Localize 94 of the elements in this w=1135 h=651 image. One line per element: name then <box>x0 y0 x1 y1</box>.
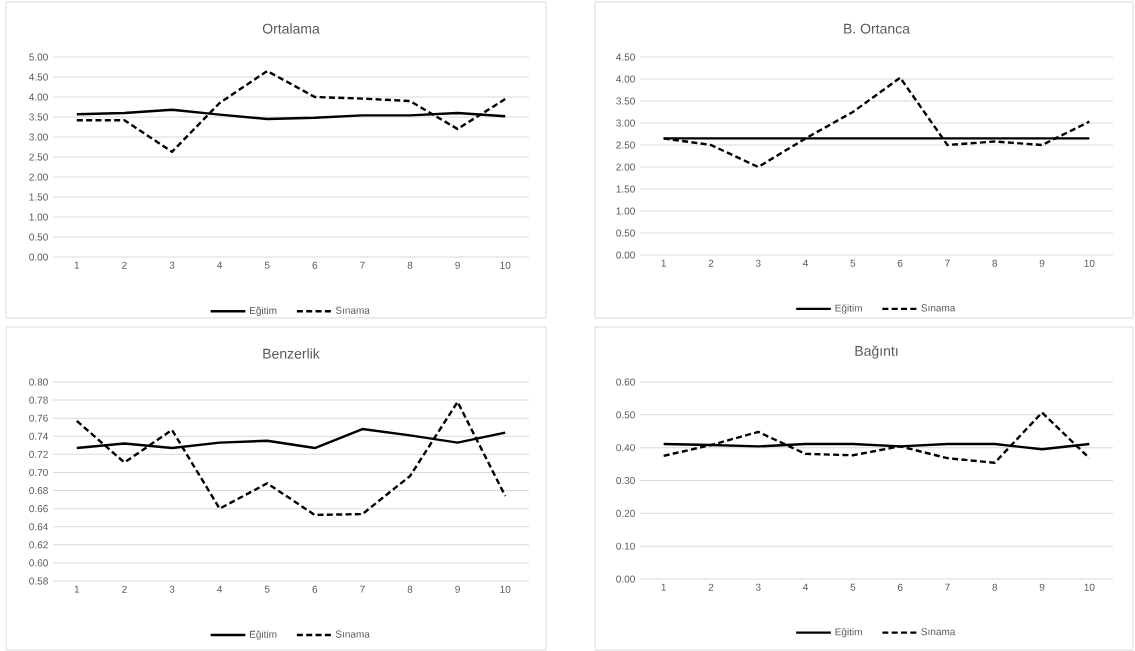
y-tick-label: 0.30 <box>616 476 635 485</box>
x-tick-label: 10 <box>500 585 511 593</box>
x-tick-label: 8 <box>992 259 998 267</box>
y-tick-label: 4.00 <box>616 75 635 83</box>
legend-label: Sınama <box>335 306 370 314</box>
chart-title: Bağıntı <box>855 345 898 359</box>
x-tick-label: 9 <box>1039 259 1045 267</box>
x-tick-label: 3 <box>169 261 175 269</box>
y-tick-label: 1.00 <box>616 207 635 215</box>
y-tick-label: 0.66 <box>29 505 48 513</box>
y-tick-label: 0.58 <box>29 577 48 585</box>
y-tick-label: 0.00 <box>616 575 635 583</box>
x-tick-label: 7 <box>360 585 365 593</box>
y-tick-label: 2.00 <box>29 173 48 181</box>
x-tick-label: 10 <box>1084 259 1095 267</box>
y-tick-label: 0.80 <box>29 378 48 386</box>
x-tick-label: 10 <box>500 261 511 269</box>
x-tick-label: 1 <box>661 259 666 267</box>
y-tick-label: 0.20 <box>616 509 635 517</box>
x-tick-label: 2 <box>122 585 127 593</box>
y-tick-label: 4.50 <box>616 53 635 61</box>
line-series <box>75 69 507 154</box>
x-tick-label: 6 <box>312 585 318 593</box>
y-tick-label: 1.00 <box>29 213 48 221</box>
x-tick-label: 3 <box>169 585 175 593</box>
y-tick-label: 0.60 <box>616 378 635 386</box>
y-tick-label: 3.00 <box>616 119 635 127</box>
y-tick-label: 3.50 <box>29 113 48 121</box>
legend-label: Eğitim <box>250 306 277 317</box>
x-tick-label: 2 <box>708 259 714 267</box>
x-tick-label: 5 <box>264 261 270 269</box>
y-tick-label: 0.68 <box>29 487 48 495</box>
legend-label: Sınama <box>921 628 956 636</box>
x-tick-label: 5 <box>850 259 856 267</box>
y-tick-label: 0.50 <box>616 229 635 237</box>
y-tick-label: 2.50 <box>29 153 48 161</box>
y-tick-label: 0.72 <box>29 450 48 458</box>
y-tick-label: 0.64 <box>29 523 48 531</box>
legend-label: Sınama <box>921 304 956 312</box>
y-tick-label: 0.74 <box>29 432 48 440</box>
y-tick-label: 2.50 <box>616 141 635 149</box>
y-tick-label: 1.50 <box>29 193 48 201</box>
y-tick-label: 0.00 <box>29 253 48 261</box>
chart-title: Ortalama <box>262 23 320 34</box>
y-tick-label: 3.00 <box>29 133 48 141</box>
x-tick-label: 2 <box>122 261 127 269</box>
x-tick-label: 4 <box>217 585 223 593</box>
y-tick-label: 3.50 <box>616 97 635 105</box>
x-tick-label: 1 <box>74 585 80 593</box>
legend-label: Eğitim <box>250 630 277 640</box>
y-tick-label: 1.50 <box>616 185 635 193</box>
x-tick-label: 9 <box>455 585 460 593</box>
x-tick-label: 8 <box>407 261 413 269</box>
y-tick-label: 2.00 <box>616 163 635 171</box>
y-tick-label: 0.40 <box>616 444 635 452</box>
x-tick-label: 7 <box>945 583 950 591</box>
y-tick-label: 0.60 <box>29 559 48 567</box>
x-tick-label: 1 <box>74 261 80 269</box>
x-tick-label: 6 <box>312 261 318 269</box>
legend-label: Sınama <box>335 630 370 638</box>
y-tick-label: 5.00 <box>29 53 48 61</box>
x-tick-label: 3 <box>755 259 761 267</box>
x-tick-label: 7 <box>945 259 950 267</box>
x-tick-label: 10 <box>1084 583 1095 591</box>
x-tick-label: 6 <box>897 583 903 591</box>
y-tick-label: 0.10 <box>616 542 635 550</box>
y-tick-label: 0.50 <box>29 233 48 241</box>
x-tick-label: 8 <box>407 585 413 593</box>
y-tick-label: 0.50 <box>616 411 635 419</box>
legend-label: Eğitim <box>835 304 862 314</box>
y-tick-label: 0.70 <box>29 468 48 476</box>
legend-label: Eğitim <box>835 627 862 638</box>
x-tick-label: 3 <box>755 583 761 591</box>
x-tick-label: 5 <box>264 585 270 593</box>
y-tick-label: 4.50 <box>29 73 48 81</box>
y-tick-label: 0.00 <box>616 251 635 259</box>
x-tick-label: 4 <box>803 583 809 591</box>
x-tick-label: 6 <box>897 259 903 267</box>
y-tick-label: 0.62 <box>29 541 48 549</box>
chart-title: B. Ortanca <box>844 23 910 34</box>
y-tick-label: 0.76 <box>29 414 48 422</box>
x-tick-label: 1 <box>661 583 666 591</box>
y-tick-label: 0.78 <box>29 396 48 404</box>
x-tick-label: 4 <box>803 259 809 267</box>
x-tick-label: 2 <box>708 583 714 591</box>
y-tick-label: 4.00 <box>29 93 48 101</box>
line-series <box>75 400 507 517</box>
x-tick-label: 9 <box>455 261 460 269</box>
x-tick-label: 9 <box>1039 583 1045 591</box>
chart-title: Benzerlik <box>263 348 320 359</box>
x-tick-label: 7 <box>360 261 365 269</box>
x-tick-label: 4 <box>217 261 223 269</box>
x-tick-label: 8 <box>992 583 998 591</box>
x-tick-label: 5 <box>850 583 856 591</box>
